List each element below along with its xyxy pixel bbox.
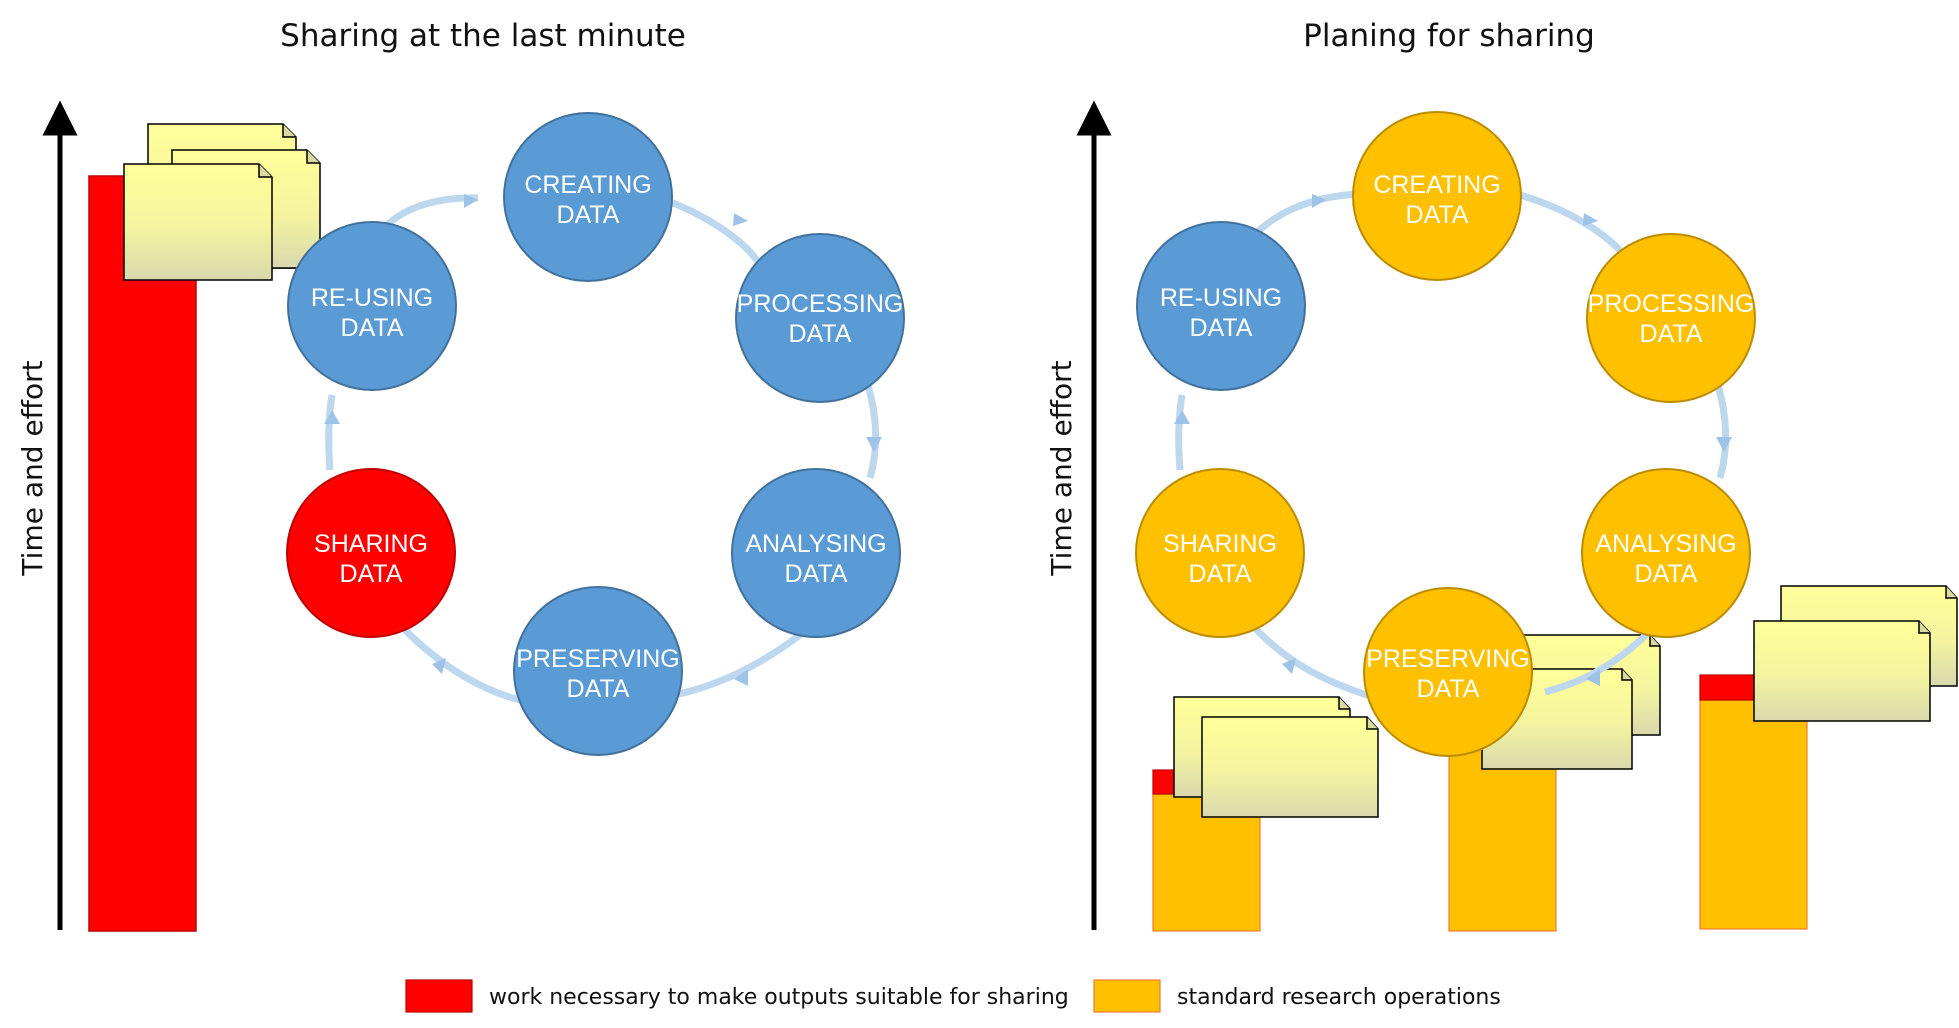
stage-label: PROCESSING [737,290,904,318]
stage-label: DATA [1190,314,1253,342]
stage-label: DATA [1640,320,1703,348]
right-stage-preserving: PRESERVING DATA [1363,587,1533,757]
legend-item-sharing-work: work necessary to make outputs suitable … [405,979,1069,1013]
stage-label: DATA [557,201,620,229]
stage-label: DATA [341,314,404,342]
stage-label: SHARING [1163,530,1277,558]
left-stage-reusing: RE-USING DATA [287,221,457,391]
stage-label: PROCESSING [1588,290,1755,318]
stage-label: DATA [340,560,403,588]
legend-swatch [405,979,473,1013]
stage-label: PRESERVING [1366,645,1529,673]
stage-label: RE-USING [1160,284,1282,312]
stage-label: DATA [785,560,848,588]
legend-label: standard research operations [1177,985,1501,1010]
left-panel-title: Sharing at the last minute [280,18,686,54]
left-cycle-ring [324,191,882,704]
stage-label: DATA [789,320,852,348]
stage-label: DATA [567,675,630,703]
stage-label: CREATING [1373,171,1500,199]
right-stage-sharing: SHARING DATA [1135,468,1305,638]
right-stage-creating: CREATING DATA [1352,111,1522,281]
document-icon [123,163,273,281]
stage-label: DATA [1417,675,1480,703]
document-icon [1201,716,1379,818]
left-stage-analysing: ANALYSING DATA [731,468,901,638]
right-document-stack-1 [1173,696,1379,818]
right-stage-reusing: RE-USING DATA [1136,221,1306,391]
legend-swatch [1093,979,1161,1013]
left-stage-creating: CREATING DATA [503,112,673,282]
left-axis-label: Time and effort [16,360,49,576]
left-stage-sharing: SHARING DATA [286,468,456,638]
right-axis-label: Time and effort [1045,360,1078,576]
stage-label: ANALYSING [745,530,886,558]
stage-label: PRESERVING [516,645,679,673]
stage-label: DATA [1189,560,1252,588]
stage-label: DATA [1635,560,1698,588]
left-panel: Sharing at the last minute Time and effo… [16,18,905,932]
research-effort-bar [1699,699,1808,930]
right-document-stack-2 [1481,634,1661,770]
stage-label: RE-USING [311,284,433,312]
legend-item-research-ops: standard research operations [1093,979,1501,1013]
left-stage-preserving: PRESERVING DATA [513,586,683,756]
stage-label: CREATING [524,171,651,199]
stage-label: SHARING [314,530,428,558]
right-panel-title: Planing for sharing [1303,18,1595,54]
legend-label: work necessary to make outputs suitable … [489,985,1069,1010]
left-stage-processing: PROCESSING DATA [735,233,905,403]
right-stage-analysing: ANALYSING DATA [1581,468,1751,638]
document-icon [1753,620,1931,722]
legend: work necessary to make outputs suitable … [405,979,1501,1013]
stage-label: ANALYSING [1595,530,1736,558]
left-document-stack [123,123,321,281]
left-sharing-effort-bar [88,175,197,932]
right-stage-processing: PROCESSING DATA [1586,233,1756,403]
right-panel: Planing for sharing Time and effort [1045,18,1958,932]
stage-label: DATA [1406,201,1469,229]
right-document-stack-3 [1753,585,1958,722]
